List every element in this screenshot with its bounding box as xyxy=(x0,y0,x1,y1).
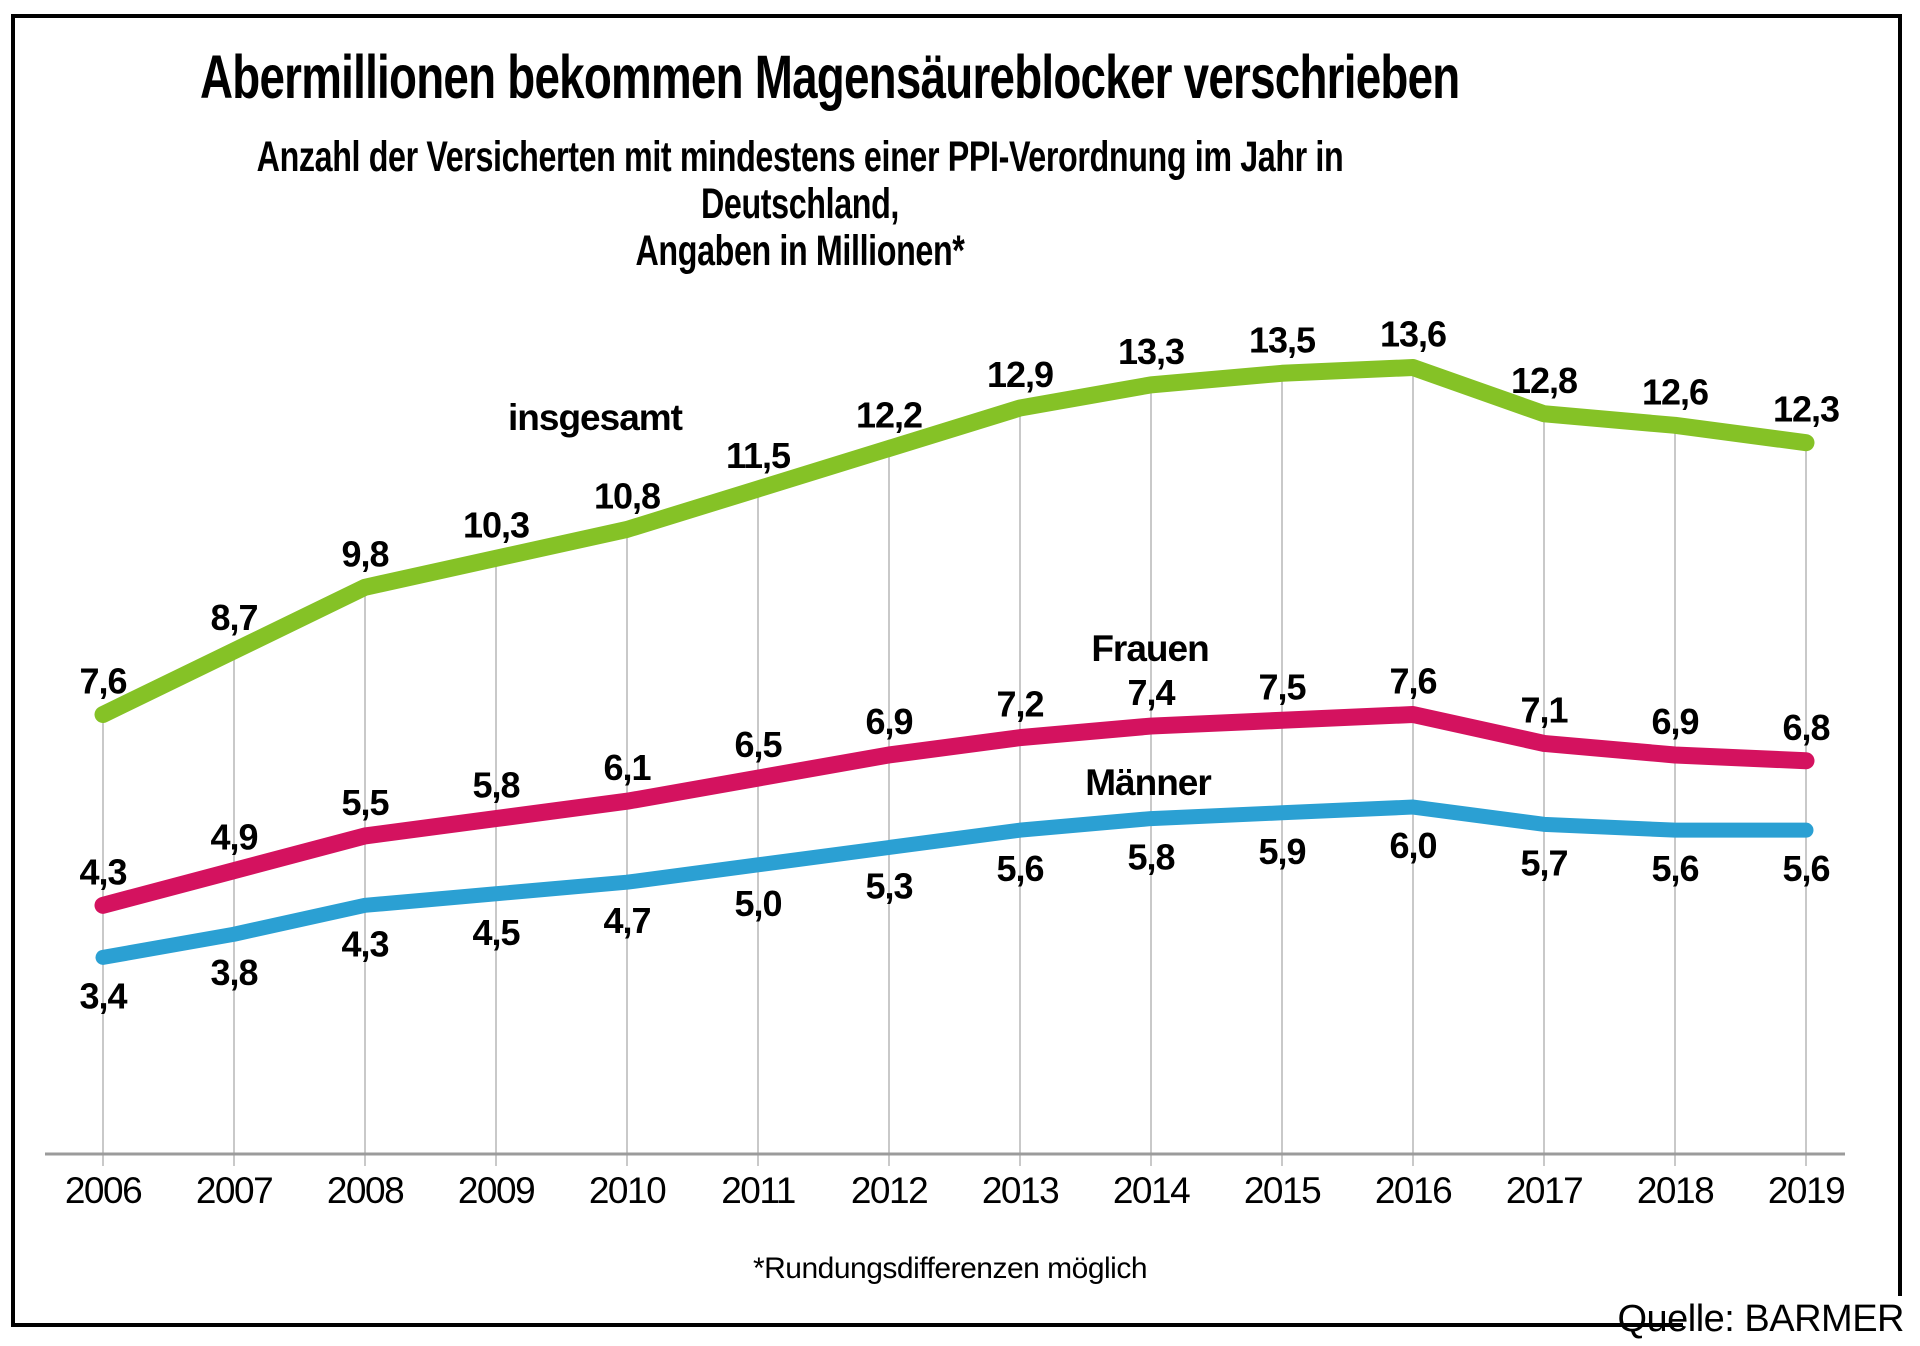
page-subtitle-line1: Anzahl der Versicherten mit mindestens e… xyxy=(256,133,1344,228)
value-label-Frauen-2012: 6,9 xyxy=(865,701,912,742)
page-subtitle-line2: Angaben in Millionen* xyxy=(635,227,965,275)
value-label-Frauen-2009: 5,8 xyxy=(472,765,519,806)
frame-border-right xyxy=(1898,14,1902,1296)
value-label-insgesamt-2013: 12,9 xyxy=(987,354,1053,395)
x-axis-year-labels: 2006 2007 2008 2009 2010 2011 2012 2013 2014 2015… xyxy=(65,1170,1846,1211)
value-label-Männer-2012: 5,3 xyxy=(865,866,912,907)
value-label-insgesamt-2018: 12,6 xyxy=(1642,371,1708,412)
value-label-Männer-2006: 3,4 xyxy=(79,975,127,1016)
value-label-insgesamt-2008: 9,8 xyxy=(341,533,388,574)
footnote: *Rundungsdifferenzen möglich xyxy=(752,1252,1148,1285)
value-label-Männer-2015: 5,9 xyxy=(1258,831,1305,872)
year-label-2010: 2010 xyxy=(589,1170,666,1211)
page-title: Abermillionen bekommen Magensäureblocker… xyxy=(200,43,1460,111)
value-label-Frauen-2010: 6,1 xyxy=(603,747,651,788)
value-label-insgesamt-2012: 12,2 xyxy=(856,394,922,435)
year-gridlines xyxy=(102,367,1807,1166)
value-label-Männer-2016: 6,0 xyxy=(1389,825,1436,866)
value-label-insgesamt-2019: 12,3 xyxy=(1773,389,1839,430)
year-label-2016: 2016 xyxy=(1375,1170,1451,1211)
value-label-Männer-2018: 5,6 xyxy=(1651,848,1698,889)
value-label-Männer-2013: 5,6 xyxy=(996,848,1043,889)
value-label-Frauen-2017: 7,1 xyxy=(1520,689,1568,730)
value-label-insgesamt-2010: 10,8 xyxy=(594,475,660,516)
value-label-Männer-2007: 3,8 xyxy=(210,952,257,993)
value-label-Frauen-2008: 5,5 xyxy=(341,782,389,823)
value-label-insgesamt-2014: 13,3 xyxy=(1118,331,1184,372)
value-label-Männer-2019: 5,6 xyxy=(1782,848,1829,889)
value-label-Frauen-2007: 4,9 xyxy=(210,817,257,858)
value-label-Frauen-2014: 7,4 xyxy=(1127,672,1175,713)
year-label-2019: 2019 xyxy=(1768,1170,1844,1211)
value-label-Frauen-2011: 6,5 xyxy=(734,724,782,765)
year-label-2008: 2008 xyxy=(327,1170,403,1211)
year-label-2012: 2012 xyxy=(851,1170,927,1211)
value-label-insgesamt-2015: 13,5 xyxy=(1249,319,1316,360)
value-label-insgesamt-2017: 12,8 xyxy=(1511,360,1577,401)
frame-border-top xyxy=(11,14,1902,18)
value-labels: 7,6 8,7 9,8 10,3 10,8 11,5 12,2 12,9 13,3 13,5 13,… xyxy=(79,314,1840,1017)
value-label-insgesamt-2006: 7,6 xyxy=(79,660,126,701)
series-lines xyxy=(94,359,1815,965)
value-label-Männer-2008: 4,3 xyxy=(341,923,388,964)
value-label-insgesamt-2011: 11,5 xyxy=(726,435,791,476)
year-label-2015: 2015 xyxy=(1244,1170,1321,1211)
year-label-2014: 2014 xyxy=(1113,1170,1190,1211)
line-insgesamt xyxy=(94,359,1815,723)
value-label-Frauen-2018: 6,9 xyxy=(1651,701,1698,742)
value-label-Frauen-2015: 7,5 xyxy=(1258,666,1306,707)
series-label-frauen: Frauen xyxy=(1091,628,1208,669)
value-label-insgesamt-2009: 10,3 xyxy=(463,504,529,545)
line-Männer xyxy=(95,799,1814,965)
year-label-2013: 2013 xyxy=(982,1170,1058,1211)
year-label-2011: 2011 xyxy=(721,1170,795,1211)
line-Frauen xyxy=(94,705,1815,914)
value-label-Männer-2011: 5,0 xyxy=(734,883,781,924)
frame-border-bottom xyxy=(11,1323,1683,1327)
value-label-Männer-2017: 5,7 xyxy=(1520,842,1567,883)
value-label-Männer-2010: 4,7 xyxy=(603,900,650,941)
value-label-Frauen-2016: 7,6 xyxy=(1389,660,1436,701)
year-label-2018: 2018 xyxy=(1637,1170,1713,1211)
value-label-Frauen-2013: 7,2 xyxy=(996,684,1043,725)
value-label-Frauen-2019: 6,8 xyxy=(1782,707,1829,748)
year-label-2007: 2007 xyxy=(196,1170,272,1211)
year-label-2006: 2006 xyxy=(65,1170,141,1211)
value-label-Männer-2009: 4,5 xyxy=(472,912,520,953)
year-label-2017: 2017 xyxy=(1506,1170,1582,1211)
value-label-insgesamt-2016: 13,6 xyxy=(1380,314,1446,355)
page-subtitle: Anzahl der Versicherten mit mindestens e… xyxy=(200,134,1400,275)
value-label-Frauen-2006: 4,3 xyxy=(79,851,126,892)
year-label-2009: 2009 xyxy=(458,1170,534,1211)
frame-border-left xyxy=(11,14,15,1327)
series-label-maenner: Männer xyxy=(1085,762,1211,803)
value-label-Männer-2014: 5,8 xyxy=(1127,837,1174,878)
source-credit: Quelle: BARMER xyxy=(1617,1298,1904,1340)
value-label-insgesamt-2007: 8,7 xyxy=(210,597,257,638)
series-label-insgesamt: insgesamt xyxy=(508,397,683,438)
